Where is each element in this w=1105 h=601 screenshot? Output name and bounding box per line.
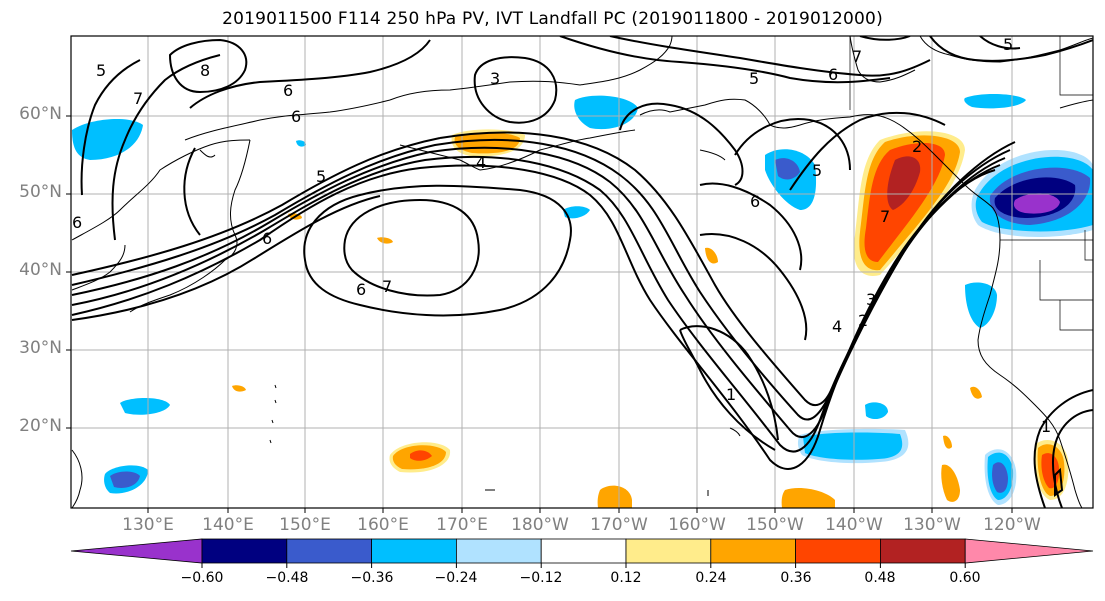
lon-label: 180°W (511, 515, 569, 535)
colorbar-tick-label: 0.60 (949, 570, 981, 586)
colorbar-ticks (201, 563, 966, 568)
contour-label: 7 (880, 207, 890, 226)
lon-label: 130°W (903, 515, 961, 535)
pv-contours (71, 36, 1093, 508)
lon-label: 150°W (746, 515, 804, 535)
contour-label: 3 (866, 290, 876, 309)
lon-label: 160°W (668, 515, 726, 535)
graticule (71, 36, 1093, 508)
colorbar-segment (70, 538, 203, 564)
lat-label: 50°N (19, 182, 62, 202)
colorbar-tick-label: −0.60 (180, 570, 224, 586)
lon-label: 140°W (825, 515, 883, 535)
colorbar-segment (371, 538, 457, 564)
contour-label: 6 (750, 192, 760, 211)
lat-label: 60°N (19, 104, 62, 124)
contour-label: 5 (96, 61, 106, 80)
contour-label: 5 (316, 167, 326, 186)
colorbar-segment (625, 538, 712, 564)
contour-label: 6 (828, 65, 838, 84)
contour-label: 3 (490, 69, 500, 88)
contour-label: 2 (912, 137, 922, 156)
lon-label: 140°E (202, 515, 254, 535)
lon-label: 170°E (436, 515, 488, 535)
colorbar-segment (201, 538, 288, 564)
colorbar-tick-label: −0.24 (434, 570, 478, 586)
lon-label: 170°W (590, 515, 648, 535)
contour-label: 6 (262, 229, 272, 248)
colorbar-tick-label: 0.12 (610, 570, 642, 586)
colorbar-segment (964, 538, 1094, 564)
contour-labels: 8 7 6 6 5 3 4 5 6 7 5 6 6 5 7 6 7 4 3 2 … (72, 35, 1051, 436)
lon-label: 160°E (357, 515, 409, 535)
contour-label: 7 (382, 277, 392, 296)
contour-label: 8 (200, 61, 210, 80)
contour-label: 6 (72, 213, 82, 232)
contour-label: 4 (476, 153, 486, 172)
colorbar (70, 538, 1094, 564)
colorbar-segment (455, 538, 542, 564)
contour-label: 6 (291, 107, 301, 126)
contour-label: 5 (1003, 35, 1013, 54)
axis-ticks (66, 115, 1013, 513)
contour-label: 6 (283, 81, 293, 100)
contour-label: 6 (356, 280, 366, 299)
colorbar-segment (710, 538, 796, 564)
contour-label: 1 (726, 385, 736, 404)
contour-label: 7 (133, 89, 143, 108)
colorbar-tick-label: 0.48 (864, 570, 896, 586)
lat-label: 20°N (19, 416, 62, 436)
colorbar-tick-label: 0.36 (780, 570, 812, 586)
lat-label: 30°N (19, 338, 62, 358)
lon-label: 120°W (983, 515, 1041, 535)
colorbar-tick-label: −0.12 (519, 570, 563, 586)
colorbar-segment (795, 538, 881, 564)
contour-label: 4 (832, 317, 842, 336)
contour-label: 1 (1041, 417, 1051, 436)
lon-label: 130°E (122, 515, 174, 535)
colorbar-segment (286, 538, 372, 564)
contour-label: 5 (812, 161, 822, 180)
colorbar-segment (540, 538, 627, 564)
lat-label: 40°N (19, 260, 62, 280)
colorbar-tick-label: −0.36 (350, 570, 394, 586)
contour-label: 5 (749, 69, 759, 88)
colorbar-tick-label: −0.48 (265, 570, 309, 586)
colorbar-segment (880, 538, 966, 564)
political-boundaries (849, 36, 1093, 331)
contour-label: 2 (858, 311, 868, 330)
coastlines (71, 36, 1093, 508)
map-title: 2019011500 F114 250 hPa PV, IVT Landfall… (222, 9, 883, 29)
small-anomaly-blobs (72, 94, 1069, 508)
positive-anomaly-gulf-of-alaska (853, 131, 965, 276)
lon-label: 150°E (279, 515, 331, 535)
contour-label: 7 (852, 47, 862, 66)
colorbar-tick-label: 0.24 (695, 570, 727, 586)
